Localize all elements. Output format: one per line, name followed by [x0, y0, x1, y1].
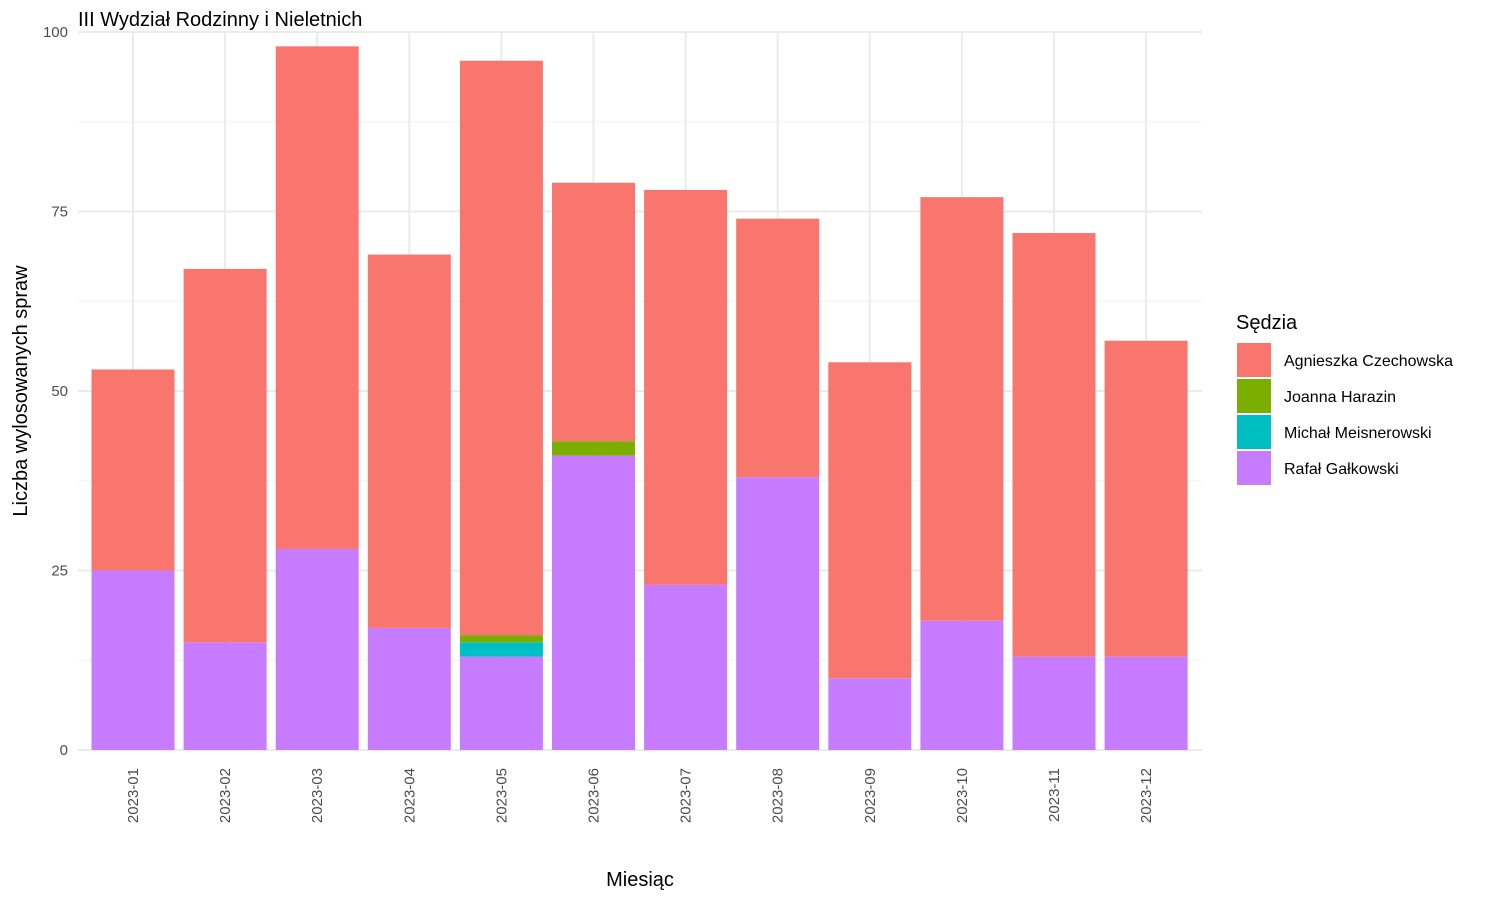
x-axis-title: Miesiąc [606, 869, 674, 891]
x-tick-label: 2023-11 [1046, 768, 1063, 822]
x-tick-label: 2023-10 [954, 768, 971, 823]
bar-segment [91, 570, 175, 750]
bar-segment [920, 197, 1004, 621]
bar-segment [91, 369, 175, 571]
x-tick-label: 2023-09 [862, 768, 879, 823]
y-tick-label: 0 [60, 742, 68, 759]
x-axis-ticks: 2023-01 2023-02 2023-03 2023-04 2023-05 2023-… [125, 768, 1155, 823]
y-tick-label: 25 [51, 563, 68, 580]
bar-segment [920, 620, 1004, 750]
legend-label: Joanna Harazin [1284, 389, 1396, 406]
bar-segment [275, 548, 359, 750]
bar-segment [183, 642, 267, 750]
bar-segment [459, 635, 543, 643]
x-tick-label: 2023-02 [217, 768, 234, 823]
bar-segment [275, 46, 359, 549]
bar-segment [736, 477, 820, 750]
legend-label: Michał Meisnerowski [1284, 425, 1432, 442]
bar-segment [367, 254, 451, 628]
bar-segment [459, 642, 543, 657]
bar-segment [828, 362, 912, 679]
x-tick-label: 2023-12 [1138, 768, 1155, 823]
legend-swatch [1237, 379, 1271, 413]
x-tick-label: 2023-08 [770, 768, 787, 823]
x-tick-label: 2023-06 [586, 768, 603, 823]
x-tick-label: 2023-07 [678, 768, 695, 823]
bar-segment [367, 627, 451, 750]
bar-segment [459, 656, 543, 750]
legend-label: Rafał Gałkowski [1284, 461, 1399, 478]
bar-segment [459, 60, 543, 636]
bar-segment [552, 182, 635, 442]
legend-title: Sędzia [1236, 312, 1298, 334]
bars [91, 46, 1188, 750]
chart-title: III Wydział Rodzinny i Nieletnich [78, 9, 362, 31]
y-tick-label: 100 [43, 24, 68, 41]
x-tick-label: 2023-03 [309, 768, 326, 823]
bar-segment [644, 189, 728, 585]
x-tick-label: 2023-05 [493, 768, 510, 823]
bar-segment [828, 678, 912, 750]
legend-swatch [1237, 343, 1271, 377]
legend-label: Agnieszka Czechowska [1284, 353, 1453, 370]
legend-swatch [1237, 451, 1271, 485]
y-axis-ticks: 0 25 50 75 100 [43, 24, 68, 759]
bar-segment [1012, 656, 1096, 750]
bar-segment [552, 455, 635, 750]
legend-swatch [1237, 415, 1271, 449]
y-tick-label: 50 [51, 383, 68, 400]
bar-segment [552, 441, 635, 456]
legend: Sędzia Agnieszka Czechowska Joanna Harazi… [1236, 312, 1453, 485]
bar-segment [1012, 233, 1096, 657]
bar-segment [1104, 656, 1188, 750]
bar-segment [1104, 340, 1188, 657]
bar-segment [736, 218, 820, 478]
y-axis-title: Liczba wylosowanych spraw [10, 265, 32, 517]
x-tick-label: 2023-01 [125, 768, 142, 823]
x-tick-label: 2023-04 [401, 768, 418, 823]
bar-segment [644, 584, 728, 750]
bar-segment [183, 268, 267, 643]
y-tick-label: 75 [51, 204, 68, 221]
